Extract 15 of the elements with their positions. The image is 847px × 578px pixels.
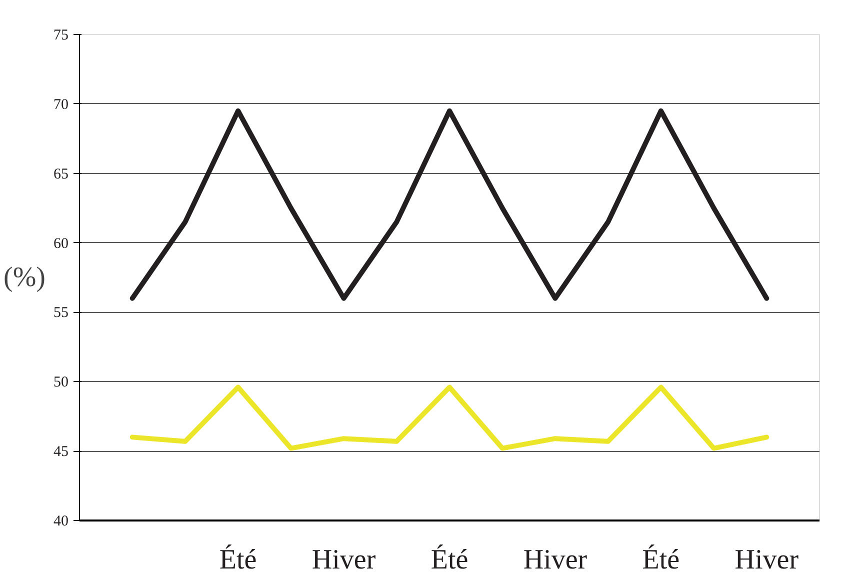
x-tick-label: Hiver [312, 544, 376, 576]
x-tick-label: Été [642, 544, 680, 576]
y-tick-label: 65 [54, 166, 68, 182]
x-tick-label: Été [219, 544, 257, 576]
y-tick-label: 40 [54, 514, 68, 530]
x-tick-label: Hiver [734, 544, 800, 576]
x-tick-label: Été [430, 544, 468, 576]
y-axis-title: (%) [4, 262, 46, 293]
y-tick-label: 75 [54, 28, 68, 44]
x-tick-label: Hiver [523, 544, 588, 576]
y-tick-label: 45 [54, 444, 68, 460]
y-tick-label: 55 [54, 305, 68, 322]
y-tick-label: 70 [54, 96, 68, 113]
y-tick-label: 60 [54, 236, 68, 252]
y-tick-label: 50 [54, 374, 68, 391]
